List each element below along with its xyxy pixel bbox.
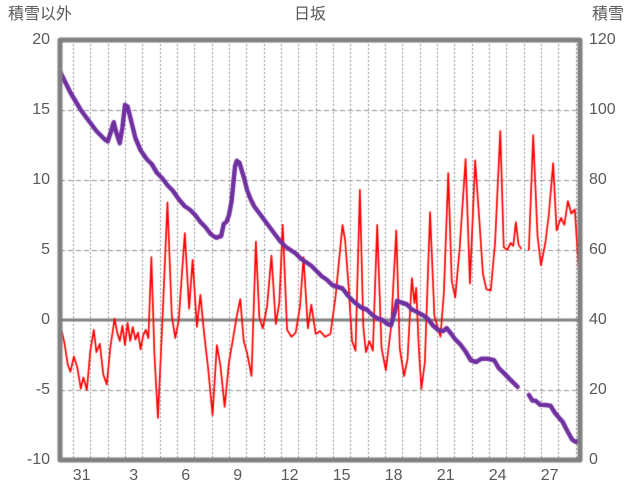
x-axis-tick: 9 [233, 467, 243, 484]
left-axis-tick: 0 [41, 311, 50, 328]
x-axis-tick: 31 [72, 467, 91, 484]
x-axis-tick: 24 [488, 467, 507, 484]
left-axis-title: 積雪以外 [8, 6, 73, 23]
right-axis-tick: 100 [589, 101, 616, 118]
left-axis-tick: 15 [32, 101, 50, 118]
x-axis-tick: 27 [540, 467, 559, 484]
x-axis-tick: 6 [181, 467, 191, 484]
right-axis-tick: 0 [589, 451, 598, 468]
left-axis-tick: 10 [32, 171, 50, 188]
right-axis-tick: 20 [589, 381, 607, 398]
x-axis-tick: 21 [436, 467, 455, 484]
right-axis-tick: 40 [589, 311, 607, 328]
left-axis-tick: -10 [26, 451, 50, 468]
x-axis-tick: 15 [332, 467, 351, 484]
x-axis-tick: 3 [129, 467, 139, 484]
right-axis-tick: 120 [589, 31, 616, 48]
left-axis-tick: -5 [35, 381, 50, 398]
left-axis-tick: 5 [41, 241, 50, 258]
x-axis-tick: 18 [384, 467, 403, 484]
chart-title: 日坂 [293, 6, 326, 23]
right-axis-tick: 80 [589, 171, 607, 188]
right-axis-title: 積雪 [591, 6, 624, 23]
x-axis-tick: 12 [280, 467, 299, 484]
right-axis-tick: 60 [589, 241, 607, 258]
left-axis-tick: 20 [32, 31, 50, 48]
